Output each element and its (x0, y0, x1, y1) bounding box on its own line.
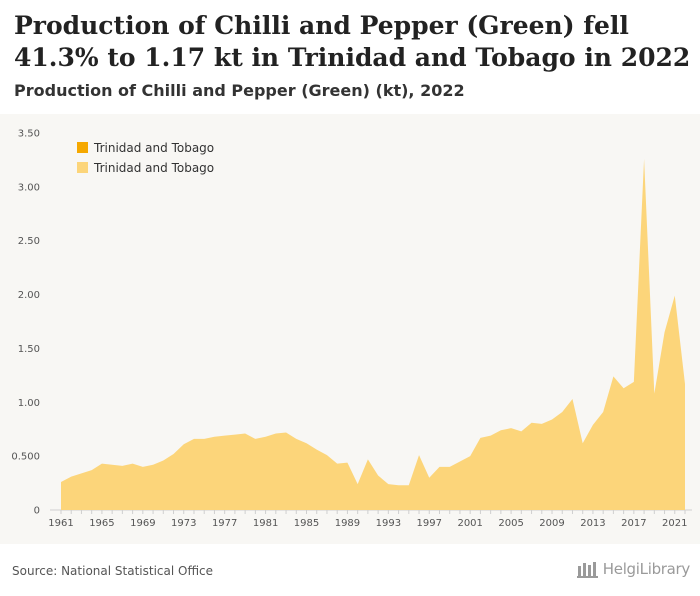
plot-area (61, 158, 685, 510)
chart-area: 0 0.500 1.00 1.50 2.00 2.50 3.00 3.50 1961 1965 1… (0, 114, 700, 544)
library-logo-icon (576, 562, 598, 578)
x-tick-label: 2009 (539, 518, 564, 529)
x-tick-label: 2001 (457, 518, 482, 529)
x-tick-label: 1969 (130, 518, 155, 529)
x-tick-label: 1997 (417, 518, 442, 529)
x-tick-label: 1973 (171, 518, 196, 529)
x-tick-label: 1977 (212, 518, 237, 529)
x-axis: 1961 1965 1969 1973 1977 1981 1985 1989 1993 1997… (48, 509, 692, 529)
y-tick-label: 2.50 (18, 236, 40, 247)
y-tick-label: 2.00 (18, 290, 40, 301)
x-tick-label: 2017 (621, 518, 646, 529)
x-tick-label: 1993 (376, 518, 401, 529)
page-title: Production of Chilli and Pepper (Green) … (14, 11, 691, 72)
y-tick-label: 3.50 (18, 129, 40, 140)
x-tick-label: 2021 (662, 518, 687, 529)
x-tick-label: 1985 (294, 518, 319, 529)
y-tick-label: 3.00 (18, 182, 40, 193)
legend-label-secondary: Trinidad and Tobago (93, 161, 214, 175)
legend: Trinidad and Tobago Trinidad and Tobago (77, 141, 214, 175)
x-tick-label: 2013 (580, 518, 605, 529)
brand: HelgiLibrary (576, 560, 691, 578)
legend-swatch-primary (77, 142, 88, 153)
x-tick-label: 2005 (498, 518, 523, 529)
y-tick-label: 0 (34, 506, 40, 517)
x-tick-label: 1981 (253, 518, 278, 529)
legend-swatch-secondary (77, 162, 88, 173)
y-tick-label: 1.00 (18, 398, 40, 409)
y-axis: 0 0.500 1.00 1.50 2.00 2.50 3.00 3.50 (11, 129, 40, 517)
source-note: Source: National Statistical Office (12, 564, 214, 578)
x-tick-label: 1965 (89, 518, 114, 529)
series-area (61, 158, 685, 510)
brand-name: HelgiLibrary (602, 560, 691, 578)
x-tick-label: 1989 (335, 518, 360, 529)
y-tick-label: 0.500 (11, 452, 40, 463)
footer: Source: National Statistical Office Helg… (0, 544, 700, 596)
chart-header: Production of Chilli and Pepper (Green) … (0, 0, 700, 114)
legend-label-primary: Trinidad and Tobago (93, 141, 214, 155)
chart-subtitle: Production of Chilli and Pepper (Green) … (14, 81, 465, 100)
y-tick-label: 1.50 (18, 344, 40, 355)
x-tick-label: 1961 (48, 518, 73, 529)
